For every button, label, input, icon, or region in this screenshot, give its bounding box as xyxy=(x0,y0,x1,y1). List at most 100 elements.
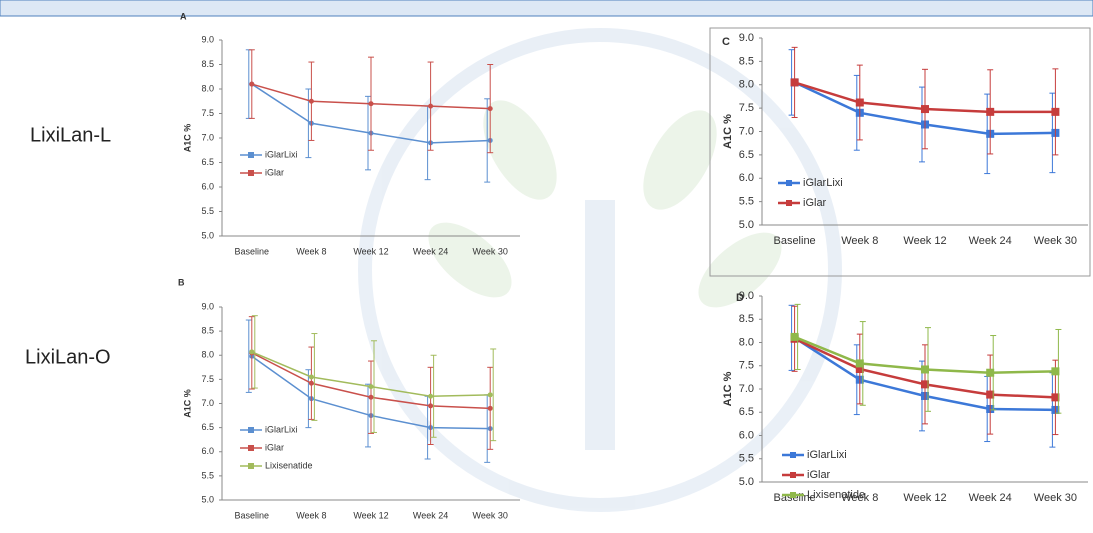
point xyxy=(309,381,314,386)
y-tick-label: 6.5 xyxy=(201,157,214,167)
y-tick-label: 6.0 xyxy=(201,446,214,456)
point xyxy=(249,82,254,87)
legend-marker xyxy=(248,463,254,469)
point xyxy=(428,394,433,399)
y-tick-label: 5.0 xyxy=(201,494,214,504)
y-tick-label: 8.0 xyxy=(739,79,754,91)
slide: LixiLan-L LixiLan-O A A1C % 5.0 5.5 6.0 6.5 7.… xyxy=(0,0,1093,528)
y-tick-label: 8.5 xyxy=(739,313,754,325)
x-tick-label: Week 8 xyxy=(841,235,878,247)
y-tick-label: 8.5 xyxy=(201,59,214,69)
panel-letter: B xyxy=(178,277,185,287)
point xyxy=(309,99,314,104)
point xyxy=(1051,108,1059,116)
y-tick-label: 9.0 xyxy=(739,290,754,302)
legend-marker xyxy=(248,427,254,433)
legend-marker xyxy=(248,445,254,451)
x-tick-label: Week 24 xyxy=(413,246,448,256)
legend-marker xyxy=(248,152,254,158)
y-tick-label: 6.5 xyxy=(739,406,754,418)
y-tick-label: 6.5 xyxy=(201,422,214,432)
y-tick-label: 9.0 xyxy=(739,32,754,44)
y-tick-label: 6.0 xyxy=(739,172,754,184)
x-tick-label: Week 24 xyxy=(413,510,448,520)
y-tick-label: 7.0 xyxy=(201,398,214,408)
point xyxy=(856,359,864,367)
point xyxy=(791,78,799,86)
row-label: LixiLan-L xyxy=(30,124,111,146)
x-tick-label: Week 30 xyxy=(1034,235,1077,247)
x-tick-label: Week 30 xyxy=(473,246,508,256)
legend-label: iGlar xyxy=(265,167,284,177)
y-tick-label: 8.5 xyxy=(201,326,214,336)
y-tick-label: 5.5 xyxy=(201,206,214,216)
x-tick-label: Week 30 xyxy=(473,510,508,520)
x-tick-label: Baseline xyxy=(235,246,270,256)
point xyxy=(369,101,374,106)
legend-label: iGlar xyxy=(807,469,831,481)
legend-marker xyxy=(786,180,792,186)
point xyxy=(309,374,314,379)
x-tick-label: Week 12 xyxy=(353,510,388,520)
point xyxy=(369,384,374,389)
legend-marker xyxy=(790,472,796,478)
y-axis-label: A1C % xyxy=(182,124,192,153)
x-tick-label: Week 12 xyxy=(353,246,388,256)
legend-label: iGlarLixi xyxy=(265,149,298,159)
y-tick-label: 6.0 xyxy=(201,181,214,191)
y-tick-label: 5.5 xyxy=(201,470,214,480)
x-tick-label: Week 24 xyxy=(969,235,1012,247)
y-tick-label: 8.5 xyxy=(739,55,754,67)
point xyxy=(1051,367,1059,375)
y-axis-label: A1C % xyxy=(722,114,734,149)
legend-marker xyxy=(786,200,792,206)
y-tick-label: 7.0 xyxy=(739,125,754,137)
y-tick-label: 5.0 xyxy=(201,230,214,240)
point xyxy=(369,395,374,400)
legend-label: Lixisenatide xyxy=(807,489,865,501)
y-axis-label: A1C % xyxy=(182,389,192,418)
y-tick-label: 5.0 xyxy=(739,476,754,488)
x-tick-label: Week 8 xyxy=(296,246,326,256)
panel-letter: C xyxy=(722,36,730,48)
row-label: LixiLan-O xyxy=(25,346,111,368)
legend-label: Lixisenatide xyxy=(265,460,313,470)
legend-label: iGlar xyxy=(803,197,827,209)
y-tick-label: 7.0 xyxy=(739,383,754,395)
point xyxy=(488,106,493,111)
legend-marker xyxy=(248,170,254,176)
y-tick-label: 7.5 xyxy=(739,360,754,372)
legend-marker xyxy=(790,492,796,498)
y-tick-label: 7.5 xyxy=(739,102,754,114)
y-tick-label: 9.0 xyxy=(201,301,214,311)
point xyxy=(791,333,799,341)
y-tick-label: 7.5 xyxy=(201,374,214,384)
y-tick-label: 8.0 xyxy=(201,83,214,93)
y-tick-label: 5.0 xyxy=(739,219,754,231)
point xyxy=(249,349,254,354)
y-tick-label: 7.0 xyxy=(201,132,214,142)
x-tick-label: Week 12 xyxy=(903,492,946,504)
y-tick-label: 8.0 xyxy=(739,336,754,348)
point xyxy=(856,99,864,107)
legend-label: iGlarLixi xyxy=(803,177,843,189)
point xyxy=(986,369,994,377)
legend-marker xyxy=(790,452,796,458)
point xyxy=(986,108,994,116)
y-tick-label: 6.5 xyxy=(739,149,754,161)
panel-letter: A xyxy=(180,11,187,21)
y-axis-label: A1C % xyxy=(722,371,734,406)
x-tick-label: Baseline xyxy=(235,510,270,520)
legend-label: iGlarLixi xyxy=(265,424,298,434)
y-tick-label: 6.0 xyxy=(739,429,754,441)
x-tick-label: Week 30 xyxy=(1034,492,1077,504)
point xyxy=(428,403,433,408)
legend-label: iGlarLixi xyxy=(807,449,847,461)
x-tick-label: Baseline xyxy=(773,235,815,247)
legend-label: iGlar xyxy=(265,442,284,452)
point xyxy=(428,104,433,109)
point xyxy=(921,365,929,373)
x-tick-label: Week 24 xyxy=(969,492,1012,504)
y-tick-label: 5.5 xyxy=(739,453,754,465)
y-tick-label: 8.0 xyxy=(201,350,214,360)
